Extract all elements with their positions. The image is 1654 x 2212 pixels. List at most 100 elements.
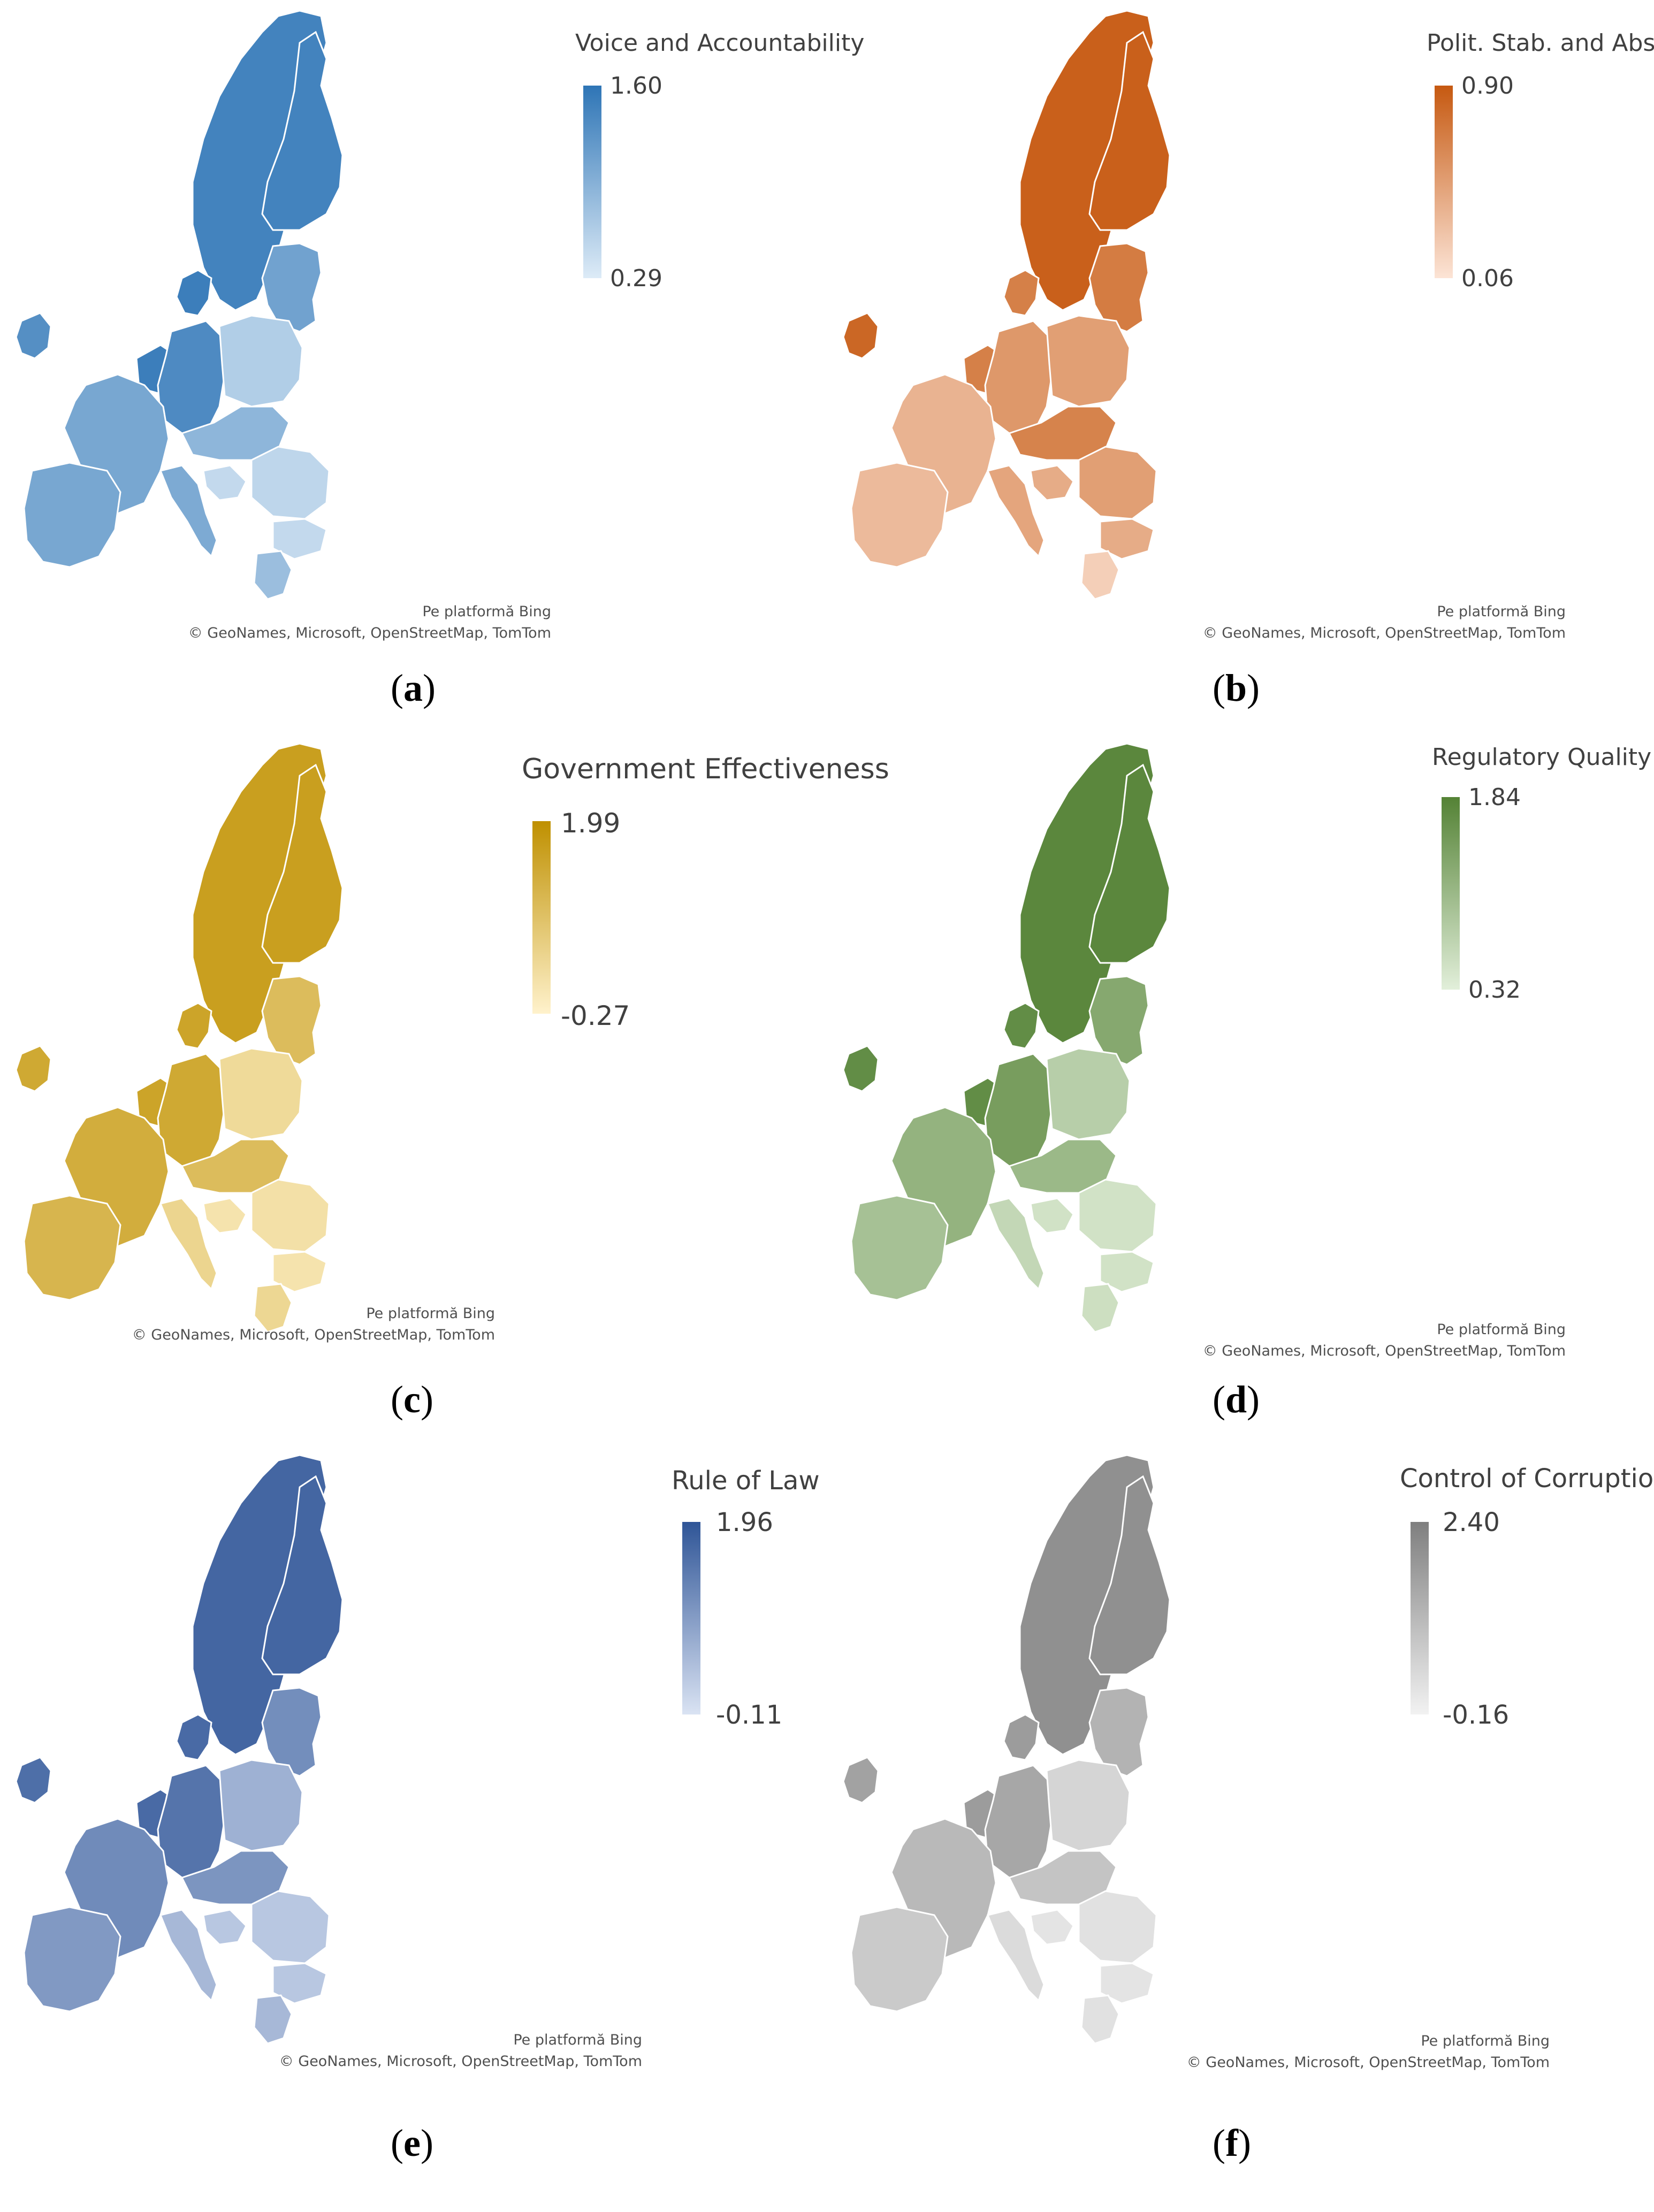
region-sweden-f — [1019, 1454, 1155, 1756]
region-denmark-d — [1003, 1002, 1040, 1050]
region-baltics-a — [261, 242, 322, 333]
region-baltics-b — [1088, 242, 1149, 333]
region-bulgaria-c — [272, 1251, 327, 1293]
legend-gradient-c — [532, 821, 551, 1014]
region-finland-f — [1088, 1475, 1171, 1675]
region-baltics-f — [1088, 1687, 1149, 1777]
region-romania-d — [1078, 1178, 1157, 1253]
panel-caption-e: (e) — [391, 2122, 433, 2164]
attribution-line2-c: © GeoNames, Microsoft, OpenStreetMap, To… — [132, 1327, 495, 1343]
region-italy-b — [986, 464, 1045, 558]
region-denmark-a — [176, 269, 212, 317]
choropleth-map-a — [15, 10, 344, 600]
attribution-line2-d: © GeoNames, Microsoft, OpenStreetMap, To… — [1202, 1343, 1566, 1359]
choropleth-map-c — [15, 743, 344, 1333]
attribution-line2-f: © GeoNames, Microsoft, OpenStreetMap, To… — [1186, 2054, 1550, 2071]
region-denmark-e — [176, 1713, 212, 1761]
region-sweden-d — [1019, 743, 1155, 1044]
region-sweden-b — [1019, 10, 1155, 311]
region-germany-f — [984, 1764, 1053, 1879]
legend-min-e: -0.11 — [716, 1700, 783, 1730]
region-central-e — [180, 1850, 290, 1905]
region-germany-b — [984, 320, 1053, 434]
region-italy-f — [986, 1909, 1045, 2002]
region-greece-e — [253, 1994, 293, 2045]
region-central-b — [1008, 405, 1117, 461]
region-central-a — [180, 405, 290, 461]
map-panel-e: Rule of Law 1.96 -0.11 Pe platformă Bing… — [0, 1444, 827, 2182]
legend-gradient-a — [583, 86, 601, 278]
region-denmark-b — [1003, 269, 1040, 317]
region-germany-c — [157, 1053, 226, 1167]
region-iberia-a — [23, 462, 121, 568]
region-romania-f — [1078, 1890, 1157, 1964]
attribution-line1-c: Pe platformă Bing — [366, 1305, 495, 1322]
region-central-d — [1008, 1138, 1117, 1194]
region-germany-d — [984, 1053, 1053, 1167]
attribution-line2-e: © GeoNames, Microsoft, OpenStreetMap, To… — [279, 2053, 642, 2070]
region-denmark-f — [1003, 1713, 1040, 1761]
region-romania-c — [250, 1178, 330, 1253]
legend-title-c: Government Effectiveness — [522, 753, 889, 785]
attribution-line1-e: Pe platformă Bing — [513, 2032, 642, 2048]
region-finland-e — [261, 1475, 344, 1675]
legend-gradient-d — [1442, 797, 1460, 990]
region-poland-c — [218, 1047, 303, 1141]
region-central-f — [1008, 1850, 1117, 1905]
attribution-line1-f: Pe platformă Bing — [1421, 2033, 1550, 2049]
attribution-line1-a: Pe platformă Bing — [422, 603, 551, 620]
region-ireland-e — [15, 1756, 52, 1804]
region-sweden-c — [192, 743, 327, 1044]
region-croatia-d — [1030, 1197, 1074, 1234]
region-poland-f — [1046, 1759, 1131, 1852]
panel-caption-d: (d) — [1213, 1378, 1260, 1421]
region-greece-a — [253, 550, 293, 600]
region-baltics-d — [1088, 975, 1149, 1066]
legend-title-b: Polit. Stab. and Abs. V. — [1427, 29, 1654, 57]
region-croatia-c — [202, 1197, 247, 1234]
region-romania-e — [250, 1890, 330, 1964]
map-panel-f: Control of Corruption 2.40 -0.16 Pe plat… — [827, 1444, 1654, 2182]
legend-max-f: 2.40 — [1443, 1507, 1500, 1537]
legend-min-f: -0.16 — [1443, 1700, 1510, 1730]
legend-max-d: 1.84 — [1468, 784, 1521, 811]
region-baltics-c — [261, 975, 322, 1066]
legend-title-e: Rule of Law — [672, 1466, 820, 1496]
region-baltics-e — [261, 1687, 322, 1777]
legend-max-e: 1.96 — [716, 1507, 773, 1537]
region-denmark-c — [176, 1002, 212, 1050]
legend-min-a: 0.29 — [610, 265, 662, 292]
region-sweden-a — [192, 10, 327, 311]
legend-title-a: Voice and Accountability — [575, 29, 865, 57]
region-finland-c — [261, 763, 344, 964]
region-romania-b — [1078, 446, 1157, 520]
region-bulgaria-f — [1099, 1962, 1155, 2004]
region-bulgaria-e — [272, 1962, 327, 2004]
region-greece-b — [1080, 550, 1120, 600]
region-croatia-f — [1030, 1909, 1074, 1946]
region-iberia-d — [850, 1195, 949, 1301]
map-panel-a: Voice and Accountability 1.60 0.29 Pe pl… — [0, 0, 864, 737]
region-ireland-a — [15, 312, 52, 359]
region-ireland-c — [15, 1045, 52, 1092]
region-central-c — [180, 1138, 290, 1194]
panel-caption-b: (b) — [1213, 667, 1260, 709]
panel-caption-f: (f) — [1213, 2122, 1251, 2164]
region-germany-a — [157, 320, 226, 434]
panel-caption-c: (c) — [391, 1378, 433, 1421]
legend-title-d: Regulatory Quality — [1432, 744, 1652, 771]
choropleth-map-b — [842, 10, 1171, 600]
region-iberia-e — [23, 1906, 121, 2012]
legend-max-b: 0.90 — [1461, 72, 1514, 99]
panel-caption-a: (a) — [391, 667, 436, 709]
region-poland-d — [1046, 1047, 1131, 1141]
region-ireland-d — [842, 1045, 879, 1092]
region-croatia-b — [1030, 464, 1074, 501]
map-panel-c: Government Effectiveness 1.99 -0.27 Pe p… — [0, 733, 889, 1470]
legend-gradient-f — [1411, 1522, 1429, 1715]
choropleth-map-d — [842, 743, 1171, 1333]
attribution-line2-a: © GeoNames, Microsoft, OpenStreetMap, To… — [188, 625, 551, 641]
region-poland-b — [1046, 315, 1131, 408]
region-germany-e — [157, 1764, 226, 1879]
region-bulgaria-a — [272, 518, 327, 560]
